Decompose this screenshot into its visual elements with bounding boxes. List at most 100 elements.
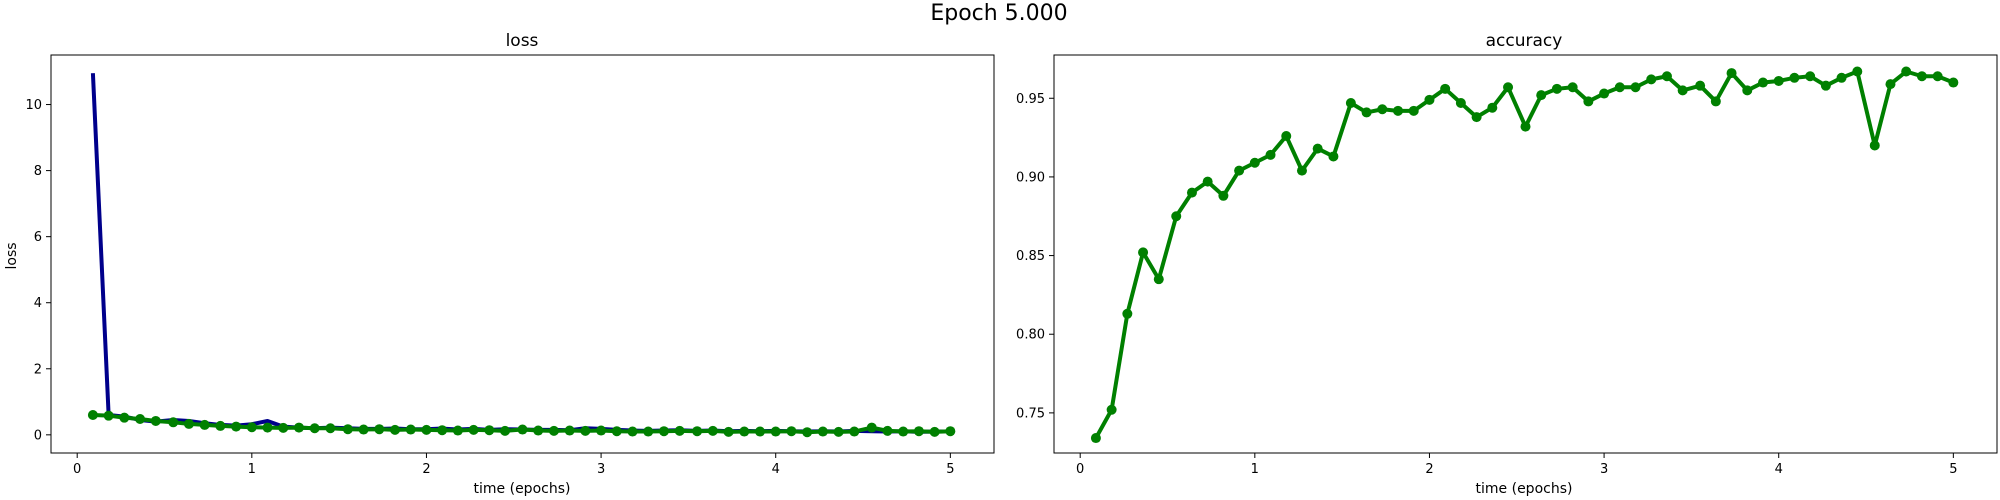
accuracy-series-0-point bbox=[1773, 75, 1784, 86]
accuracy-series-0-point bbox=[1630, 82, 1641, 93]
accuracy-series-0-point bbox=[1138, 247, 1149, 258]
accuracy-ytick-label-1: 0.80 bbox=[1016, 328, 1045, 343]
accuracy-series-0-point bbox=[1757, 77, 1768, 88]
accuracy-xtick-label-3: 3 bbox=[1600, 462, 1608, 477]
accuracy-series-0-point bbox=[1661, 71, 1672, 82]
loss-panel: loss time (epochs) loss 0 1 2 3 4 5 0 2 4 6 8 10 bbox=[4, 31, 995, 497]
loss-series-1-point bbox=[533, 425, 544, 436]
figure-suptitle: Epoch 5.000 bbox=[930, 1, 1067, 26]
loss-series-1-point bbox=[325, 423, 336, 434]
loss-xtick-label-2: 2 bbox=[422, 462, 430, 477]
loss-ytick-label-0: 0 bbox=[34, 428, 42, 443]
accuracy-series-0-point bbox=[1122, 308, 1133, 319]
loss-series-1-point bbox=[183, 418, 194, 429]
loss-series-1-point bbox=[580, 425, 591, 436]
loss-ytick-label-4: 8 bbox=[34, 164, 42, 179]
accuracy-plot-frame bbox=[1053, 54, 1998, 454]
loss-series-1-point bbox=[199, 419, 210, 430]
loss-xtick-label-4: 4 bbox=[772, 462, 780, 477]
accuracy-series-0-point bbox=[1885, 79, 1896, 90]
accuracy-series-0-point bbox=[1234, 165, 1245, 176]
loss-series-1-point bbox=[168, 417, 179, 428]
loss-series-1-point bbox=[358, 424, 369, 435]
accuracy-series-0-point bbox=[1361, 107, 1372, 118]
accuracy-series-0-point bbox=[1393, 105, 1404, 116]
accuracy-xtick-label-5: 5 bbox=[1949, 462, 1957, 477]
loss-series-1-point bbox=[692, 426, 703, 437]
loss-series-1-point bbox=[87, 410, 98, 421]
loss-series-1-point bbox=[135, 413, 146, 424]
accuracy-xtick-label-2: 2 bbox=[1425, 462, 1433, 477]
accuracy-series-0-point bbox=[1948, 77, 1959, 88]
accuracy-ytick-label-3: 0.90 bbox=[1016, 170, 1045, 185]
accuracy-series-0-point bbox=[1567, 82, 1578, 93]
loss-xtick-label-0: 0 bbox=[73, 462, 81, 477]
loss-series-1-point bbox=[374, 424, 385, 435]
loss-series-1-point bbox=[643, 426, 654, 437]
loss-series-1-point bbox=[405, 424, 416, 435]
accuracy-panel-xlabel: time (epochs) bbox=[1476, 481, 1573, 497]
accuracy-series-0-point bbox=[1932, 71, 1943, 82]
loss-panel-xlabel: time (epochs) bbox=[474, 481, 571, 497]
accuracy-ytick-label-0: 0.75 bbox=[1016, 406, 1045, 421]
accuracy-series-0-point bbox=[1852, 66, 1863, 77]
loss-series-1-point bbox=[468, 424, 479, 435]
loss-series-1-point bbox=[278, 422, 289, 433]
loss-series-1-point bbox=[913, 426, 924, 437]
accuracy-series-0-point bbox=[1599, 88, 1610, 99]
loss-series-1-point bbox=[817, 426, 828, 437]
loss-series-1-point bbox=[246, 422, 257, 433]
loss-series-1-point bbox=[548, 425, 559, 436]
accuracy-series-0-point bbox=[1408, 105, 1419, 116]
accuracy-series-0-point bbox=[1869, 140, 1880, 151]
loss-ytick-label-3: 6 bbox=[34, 230, 42, 245]
accuracy-panel: accuracy time (epochs) 0 1 2 3 4 5 0.75 0.80 0.8… bbox=[1016, 31, 1998, 497]
accuracy-series-0-point bbox=[1265, 149, 1276, 160]
loss-series-1-point bbox=[849, 426, 860, 437]
loss-series-1-point bbox=[437, 425, 448, 436]
loss-series-1-point bbox=[707, 425, 718, 436]
loss-series-1-point bbox=[119, 412, 130, 423]
accuracy-xtick-label-1: 1 bbox=[1251, 462, 1259, 477]
accuracy-series-0-point bbox=[1296, 165, 1307, 176]
loss-series-1-point bbox=[421, 424, 432, 435]
loss-xtick-label-3: 3 bbox=[597, 462, 605, 477]
loss-xtick-label-5: 5 bbox=[946, 462, 954, 477]
accuracy-series-0-point bbox=[1916, 71, 1927, 82]
loss-series-1-point bbox=[390, 424, 401, 435]
loss-series-1-point bbox=[833, 426, 844, 437]
accuracy-series-0-point bbox=[1536, 90, 1547, 101]
accuracy-series-0-point bbox=[1551, 83, 1562, 94]
loss-series-0-line bbox=[90, 73, 951, 434]
loss-series-1-point bbox=[231, 421, 242, 432]
loss-series-1-point bbox=[103, 410, 114, 421]
accuracy-series-0-point bbox=[1312, 143, 1323, 154]
accuracy-series-0-point bbox=[1487, 102, 1498, 113]
loss-series-1-point bbox=[611, 426, 622, 437]
accuracy-series-0-point bbox=[1646, 74, 1657, 85]
loss-series-1-point bbox=[150, 415, 161, 426]
accuracy-series-0-point bbox=[1440, 83, 1451, 94]
accuracy-series-0-point bbox=[1695, 80, 1706, 91]
loss-series-1-point bbox=[262, 422, 273, 433]
accuracy-xtick-label-0: 0 bbox=[1076, 462, 1084, 477]
accuracy-series-0-point bbox=[1726, 68, 1737, 79]
accuracy-ytick-label-2: 0.85 bbox=[1016, 249, 1045, 264]
accuracy-series-0-point bbox=[1677, 85, 1688, 96]
loss-series-1-point bbox=[309, 423, 320, 434]
loss-series-1-point bbox=[293, 422, 304, 433]
accuracy-series-0-point bbox=[1455, 97, 1466, 108]
loss-ytick-label-1: 2 bbox=[34, 362, 42, 377]
accuracy-series-0-point bbox=[1520, 121, 1531, 132]
accuracy-series-0-point bbox=[1090, 433, 1101, 444]
accuracy-series-0-point bbox=[1805, 71, 1816, 82]
accuracy-series-0-point bbox=[1471, 112, 1482, 123]
accuracy-series-0-point bbox=[1614, 82, 1625, 93]
loss-series-1-point bbox=[898, 426, 909, 437]
accuracy-series-0-point bbox=[1836, 72, 1847, 83]
accuracy-series-0-point bbox=[1186, 187, 1197, 198]
accuracy-series-0-point bbox=[1583, 96, 1594, 107]
loss-series-1-point bbox=[596, 425, 607, 436]
accuracy-xtick-label-4: 4 bbox=[1775, 462, 1783, 477]
loss-plot-frame bbox=[50, 54, 995, 454]
